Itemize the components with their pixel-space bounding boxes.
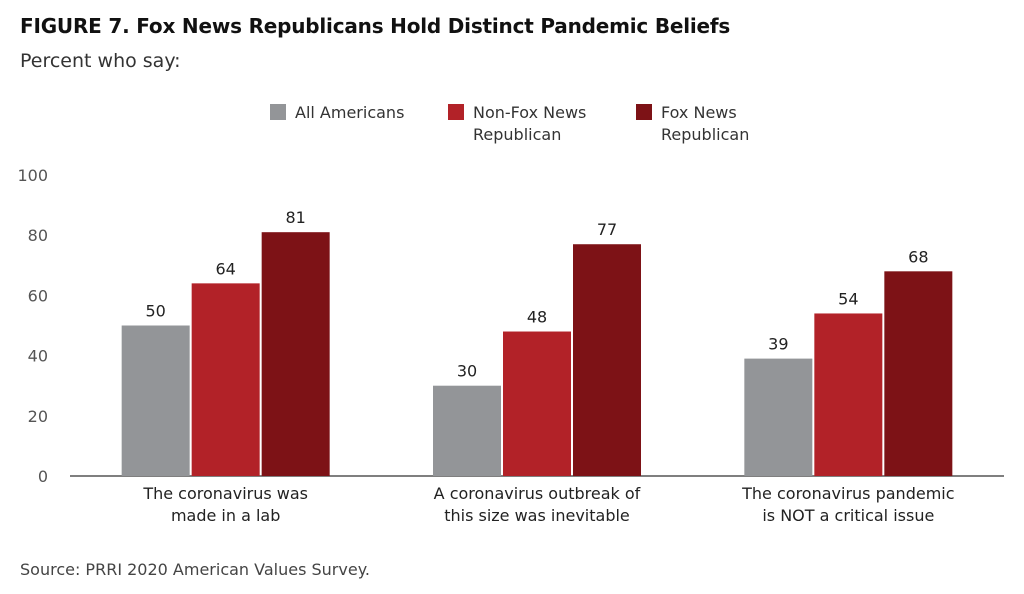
x-category-label: The coronavirus was (142, 484, 308, 503)
x-category-label: A coronavirus outbreak of (434, 484, 641, 503)
bar (261, 232, 330, 476)
bar (884, 271, 953, 476)
bar (433, 385, 501, 476)
data-label: 81 (285, 208, 305, 227)
bar (121, 325, 190, 476)
y-tick-label: 80 (28, 226, 48, 245)
x-category-label: is NOT a critical issue (762, 506, 934, 525)
data-label: 64 (215, 259, 235, 278)
source-note: Source: PRRI 2020 American Values Survey… (20, 560, 370, 579)
chart-title: FIGURE 7. Fox News Republicans Hold Dist… (20, 14, 731, 38)
x-category-label: made in a lab (171, 506, 280, 525)
chart-subtitle: Percent who say: (20, 50, 181, 72)
bar (191, 283, 260, 476)
data-label: 48 (527, 308, 547, 327)
bar (814, 313, 883, 476)
bar (573, 244, 641, 476)
data-label: 30 (457, 362, 477, 381)
x-category-label: this size was inevitable (444, 506, 630, 525)
data-label: 39 (768, 335, 788, 354)
data-label: 50 (145, 302, 165, 321)
bar (744, 358, 813, 476)
y-tick-label: 0 (38, 467, 48, 486)
y-tick-label: 20 (28, 407, 48, 426)
data-label: 54 (838, 289, 858, 308)
y-tick-label: 60 (28, 286, 48, 305)
y-tick-label: 40 (28, 347, 48, 366)
bar (503, 331, 571, 476)
data-label: 68 (908, 247, 928, 266)
x-category-label: The coronavirus pandemic (741, 484, 954, 503)
data-label: 77 (597, 220, 617, 239)
y-tick-label: 100 (17, 166, 48, 185)
